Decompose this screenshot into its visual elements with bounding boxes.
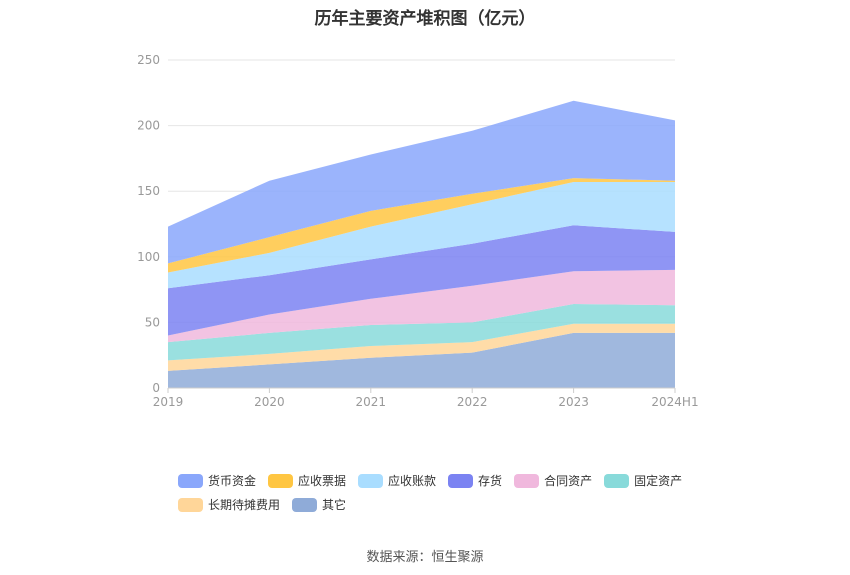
legend-item[interactable]: 固定资产 — [604, 472, 682, 489]
legend-label: 合同资产 — [544, 474, 593, 488]
area-series-1 — [168, 323, 675, 371]
x-tick-label: 2020 — [254, 395, 285, 409]
legend-label: 应收票据 — [298, 474, 347, 488]
legend-label: 其它 — [322, 498, 347, 512]
legend-item[interactable]: 存货 — [448, 472, 502, 489]
legend-swatch — [178, 497, 203, 512]
x-tick-label: 2023 — [558, 395, 589, 409]
legend-swatch — [292, 497, 318, 512]
legend-label: 固定资产 — [634, 474, 683, 488]
legend-label: 存货 — [478, 474, 503, 488]
legend-item[interactable]: 长期待摊费用 — [178, 496, 280, 513]
legend-item[interactable]: 应收票据 — [268, 472, 346, 489]
y-tick-label: 150 — [137, 184, 160, 198]
legend-label: 长期待摊费用 — [208, 498, 281, 512]
y-tick-label: 200 — [137, 119, 160, 133]
y-tick-label: 100 — [137, 250, 160, 264]
area-series-5 — [168, 182, 675, 289]
legend-swatch — [448, 473, 474, 488]
chart-legend: 货币资金 应收票据 应收账款 存货 合同资产 固定资产长期待摊费用 其它 — [178, 472, 718, 513]
y-tick-label: 250 — [137, 53, 160, 67]
x-tick-label: 2021 — [356, 395, 387, 409]
area-series-2 — [168, 304, 675, 361]
area-series-4 — [168, 225, 675, 336]
legend-item[interactable]: 应收账款 — [358, 472, 436, 489]
legend-swatch — [358, 473, 384, 488]
area-series-7 — [168, 100, 675, 264]
legend-swatch — [514, 473, 540, 488]
legend-swatch — [604, 473, 630, 488]
legend-label: 应收账款 — [388, 474, 437, 488]
legend-item[interactable]: 其它 — [292, 496, 346, 513]
legend-swatch — [268, 473, 294, 488]
x-tick-label: 2024H1 — [651, 395, 698, 409]
stacked-area-chart: 0 50 100 150 200 250 2019 2020 2021 2022 2023 2024H… — [137, 53, 699, 409]
x-tick-label: 2022 — [457, 395, 488, 409]
legend-label: 货币资金 — [208, 474, 257, 488]
y-tick-label: 50 — [145, 315, 160, 329]
area-series-3 — [168, 269, 675, 343]
legend-item[interactable]: 货币资金 — [178, 472, 256, 489]
area-series-0 — [168, 332, 675, 388]
x-tick-label: 2019 — [153, 395, 184, 409]
y-tick-label: 0 — [152, 381, 160, 395]
data-source-note: 数据来源：恒生聚源 — [366, 550, 484, 565]
legend-swatch — [178, 473, 203, 488]
legend-item[interactable]: 合同资产 — [514, 472, 592, 489]
chart-title: 历年主要资产堆积图（亿元） — [314, 9, 536, 29]
